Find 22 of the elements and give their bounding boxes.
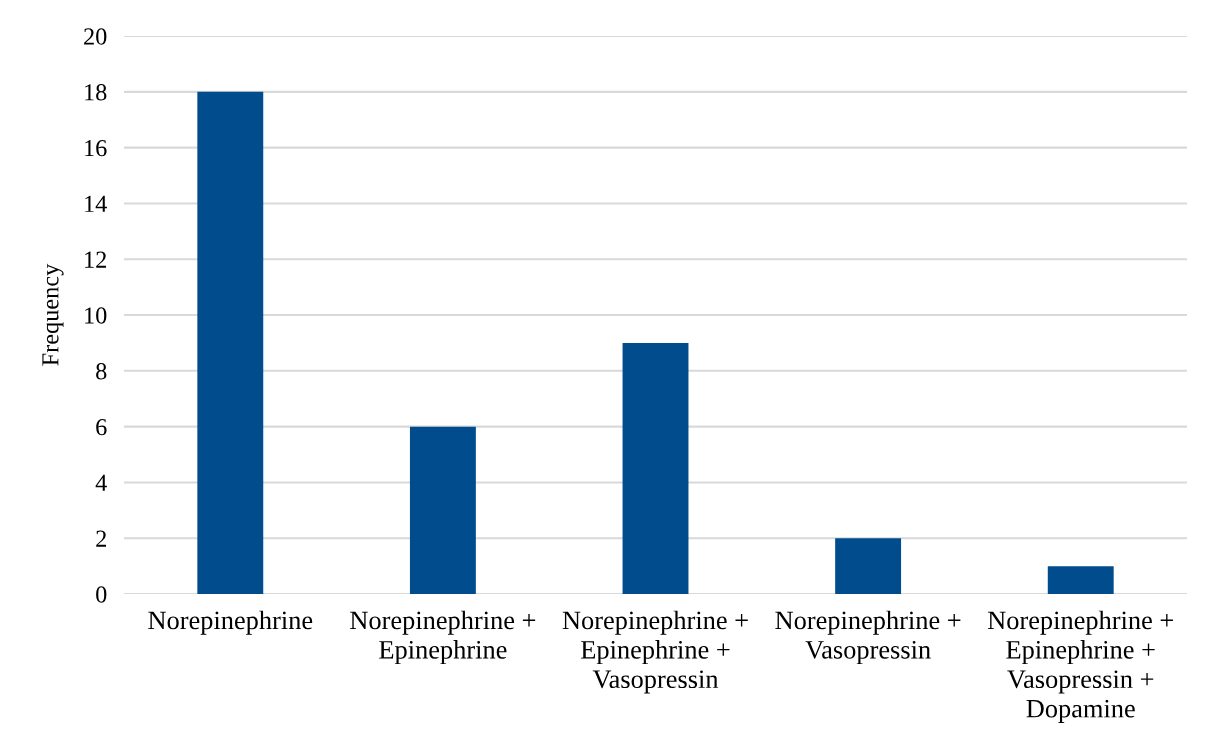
y-tick-label: 4 <box>95 474 107 491</box>
bar <box>835 538 902 595</box>
y-tick-label: 10 <box>85 307 107 324</box>
x-tick-label: Norepinephrine <box>148 610 313 635</box>
x-tick-label: Norepinephrine + Epinephrine + Vasopressin + Dopamine <box>987 610 1173 723</box>
bar <box>622 342 689 595</box>
bar <box>197 91 264 595</box>
bar <box>1047 566 1114 595</box>
y-tick-label: 14 <box>85 195 107 212</box>
y-tick-label: 20 <box>84 28 107 45</box>
y-tick-label: 2 <box>96 530 106 547</box>
y-tick-label: 6 <box>96 418 107 436</box>
x-tick-label: Norepinephrine + Vasopressin <box>775 610 961 665</box>
y-tick-label: 16 <box>85 139 107 157</box>
y-tick-label: 18 <box>85 84 107 101</box>
y-tick-label: 8 <box>96 363 107 380</box>
y-tick-label: 12 <box>85 251 106 268</box>
bar <box>409 426 476 595</box>
y-axis-title: Frequency <box>42 263 64 366</box>
x-tick-label: Norepinephrine + Epinephrine <box>350 610 536 665</box>
x-tick-label: Norepinephrine + Epinephrine + Vasopressin <box>562 610 748 694</box>
y-tick-label: 0 <box>96 586 107 603</box>
